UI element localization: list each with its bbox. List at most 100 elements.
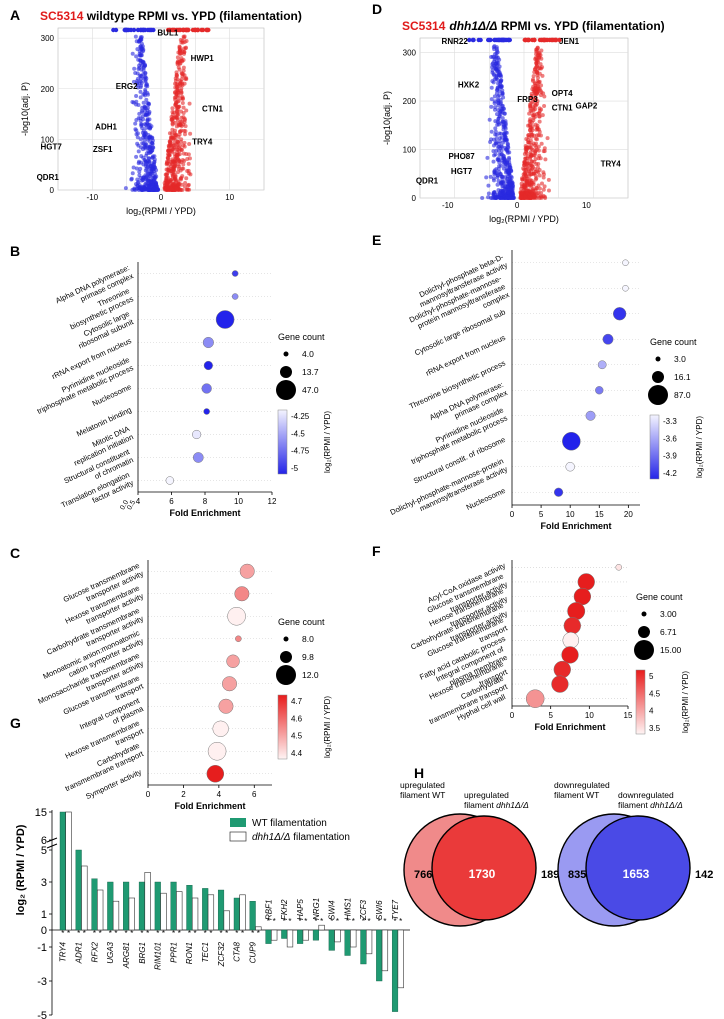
size-legend-bubble <box>648 385 668 405</box>
panel-letter-b: B <box>10 243 20 259</box>
data-point <box>147 145 152 150</box>
data-point <box>542 37 547 43</box>
data-point <box>485 155 490 160</box>
bar-wt <box>391 929 399 1012</box>
significance-star: * <box>304 917 307 926</box>
data-point <box>492 77 497 82</box>
data-point <box>537 173 542 178</box>
size-legend-title: Gene count <box>278 332 325 342</box>
data-point <box>175 55 180 60</box>
panel-a-title-rest: wildtype RPMI vs. YPD (filamentation) <box>83 9 301 23</box>
data-point <box>495 175 500 180</box>
data-point <box>150 148 155 153</box>
data-point <box>496 120 501 125</box>
data-point <box>139 53 144 58</box>
data-point <box>139 122 144 127</box>
data-point <box>141 135 146 140</box>
data-point <box>496 195 501 200</box>
data-point <box>508 174 513 179</box>
data-point <box>164 162 169 167</box>
data-point <box>505 174 510 179</box>
x-tick-label: 8 <box>203 497 208 506</box>
bar-dhh1 <box>207 894 215 931</box>
data-point <box>132 186 137 191</box>
data-point <box>181 110 186 115</box>
data-point <box>143 143 148 148</box>
size-legend-value: 3.00 <box>660 609 677 619</box>
significance-star: * <box>251 929 254 938</box>
data-point <box>206 27 211 33</box>
gene-label: ARG81 <box>122 942 131 969</box>
data-point <box>138 89 143 94</box>
enrichment-bubble <box>567 602 586 621</box>
y-tick-label: 300 <box>403 49 417 58</box>
data-point <box>170 109 175 114</box>
data-point <box>200 27 206 33</box>
data-point <box>524 167 529 172</box>
data-point <box>508 165 513 170</box>
data-point <box>182 116 187 121</box>
data-point <box>181 162 186 167</box>
data-point <box>498 100 503 105</box>
data-point <box>542 103 547 108</box>
data-point <box>137 169 142 174</box>
significance-star: * <box>204 929 207 938</box>
data-point <box>177 143 182 148</box>
data-point <box>506 37 512 43</box>
data-point <box>492 99 497 104</box>
data-point <box>174 115 179 120</box>
data-point <box>491 72 496 77</box>
data-point <box>151 163 156 168</box>
bar-wt <box>75 849 82 931</box>
data-point <box>531 74 536 79</box>
color-legend-tick: 3.5 <box>649 724 661 733</box>
data-point <box>170 127 175 132</box>
venn-up-left-count: 766 <box>414 869 432 881</box>
data-point <box>534 186 539 191</box>
data-point <box>490 65 495 70</box>
data-point <box>172 140 177 145</box>
data-point <box>146 184 151 189</box>
gene-label: ADR1 <box>75 942 84 964</box>
bar-wt <box>360 929 367 965</box>
enrichment-bubble <box>212 720 229 737</box>
bar-dhh1 <box>318 924 325 931</box>
data-point <box>490 54 495 59</box>
data-point <box>139 178 144 183</box>
x-tick-label: 0 <box>510 510 515 519</box>
significance-star: * <box>267 917 270 926</box>
color-legend-label: log₂(RPMI / YPD) <box>323 411 332 473</box>
data-point <box>172 145 177 150</box>
data-point <box>522 163 527 168</box>
data-point <box>164 167 169 172</box>
data-point <box>141 117 146 122</box>
y-tick-label: 3 <box>41 877 47 889</box>
bar-wt <box>312 929 319 941</box>
data-point <box>180 166 185 171</box>
color-legend-tick: 4.5 <box>291 732 303 741</box>
bar-dhh1 <box>239 894 246 931</box>
data-point <box>180 74 185 79</box>
data-point <box>546 177 551 182</box>
color-legend-label: log₂(RPMI / YPD) <box>323 696 332 758</box>
color-legend-tick: 5 <box>649 672 654 681</box>
data-point <box>539 194 544 199</box>
data-point <box>174 186 179 191</box>
bar-dhh1 <box>397 929 404 989</box>
enrichment-bubble <box>207 742 227 761</box>
y-tick-label: 0 <box>50 186 55 195</box>
color-legend-tick: 4.7 <box>291 697 303 706</box>
data-point <box>534 145 539 150</box>
y-tick-label: 100 <box>41 135 55 144</box>
data-point <box>503 122 508 127</box>
size-legend-value: 16.1 <box>674 372 691 382</box>
data-point <box>139 154 144 159</box>
x-tick-label: 20 <box>624 510 633 519</box>
data-point <box>182 184 187 189</box>
data-point <box>494 45 499 50</box>
data-point <box>179 139 184 144</box>
venn-down-right-count: 142 <box>695 869 713 881</box>
data-point <box>172 160 177 165</box>
data-point <box>143 71 148 76</box>
y-tick-label: 1 <box>41 909 47 921</box>
